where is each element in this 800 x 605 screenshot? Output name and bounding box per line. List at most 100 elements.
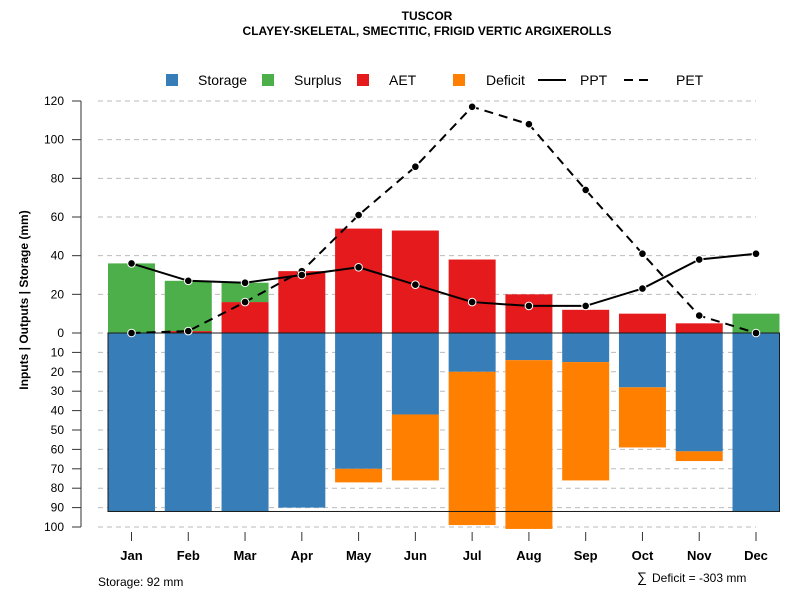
point-pet (183, 326, 193, 336)
bars (107, 228, 780, 529)
y-tick-label: 70 (51, 462, 65, 476)
y-tick-label: 120 (44, 94, 64, 108)
x-tick-label: Dec (744, 548, 768, 563)
x-axis: Jan Feb Mar Apr May Jun Jul Aug Sep Oct Nov Dec (120, 532, 768, 563)
y-tick-label: 40 (51, 249, 65, 263)
y-tick-label: 0 (57, 326, 64, 340)
bar-deficit (675, 451, 723, 462)
point-ppt (354, 262, 363, 272)
x-tick-label: Mar (233, 548, 256, 563)
point-pet (411, 162, 420, 172)
point-pet (240, 297, 250, 307)
bar-aet (505, 294, 553, 333)
bar-surplus (108, 263, 155, 333)
x-tick-label: Aug (516, 548, 541, 563)
legend-label-deficit: Deficit (486, 72, 525, 88)
y-tick-label: 100 (44, 133, 64, 147)
x-tick-label: Jun (404, 548, 427, 563)
bar-aet (618, 313, 666, 333)
y-tick-label: 30 (51, 384, 65, 398)
point-pet (581, 185, 590, 195)
line-ppt (131, 252, 757, 307)
bar-storage (618, 333, 666, 388)
bar-surplus (164, 280, 212, 332)
storage-note: Storage: 92 mm (98, 575, 183, 589)
bar-surplus (732, 313, 780, 333)
legend: Storage Surplus AET Deficit PPT PET (166, 72, 704, 88)
y-tick-label: 60 (51, 442, 65, 456)
bar-storage (448, 333, 496, 372)
x-tick-label: Oct (632, 548, 654, 563)
legend-swatch-surplus (262, 74, 274, 86)
bar-aet (562, 309, 610, 333)
legend-label-storage: Storage (198, 72, 247, 88)
point-ppt (524, 301, 534, 311)
y-axis: 0 20 40 60 80 100 120 10 20 30 40 50 60 70 80 90 100 (44, 94, 82, 534)
bar-aet (335, 228, 383, 333)
x-tick-label: Jan (120, 548, 142, 563)
bar-deficit (448, 371, 496, 526)
legend-label-aet: AET (389, 72, 417, 88)
point-pet (638, 249, 647, 259)
y-tick-label: 80 (51, 481, 65, 495)
bar-storage (335, 333, 383, 469)
bar-storage (164, 333, 212, 512)
bar-aet (675, 323, 723, 333)
line-pet (131, 105, 757, 334)
y-tick-label: 60 (51, 210, 65, 224)
point-ppt (183, 276, 193, 286)
bar-aet (221, 302, 269, 333)
point-pet (354, 210, 363, 220)
bar-storage (108, 333, 155, 512)
deficit-note: Deficit = -303 mm (652, 571, 746, 585)
bar-deficit (391, 414, 439, 481)
bar-storage (278, 333, 326, 508)
chart-subtitle: CLAYEY-SKELETAL, SMECTITIC, FRIGID VERTI… (243, 24, 612, 38)
point-ppt (411, 280, 420, 289)
bar-storage (675, 333, 723, 452)
y-tick-label: 20 (51, 287, 65, 301)
bar-deficit (335, 468, 383, 483)
y-tick-label: 50 (51, 423, 65, 437)
bar-deficit (505, 360, 553, 529)
x-tick-label: Apr (291, 548, 313, 563)
legend-label-ppt: PPT (580, 72, 608, 88)
x-tick-label: Feb (177, 548, 200, 563)
bar-surplus (221, 282, 269, 303)
y-tick-label: 20 (51, 365, 65, 379)
point-pet (694, 311, 704, 320)
x-tick-label: Nov (687, 548, 712, 563)
y-tick-label: 100 (44, 520, 64, 534)
bar-aet (278, 271, 326, 333)
x-tick-label: Sep (574, 548, 598, 563)
series-lines (127, 102, 761, 338)
point-ppt (581, 301, 590, 311)
bar-storage (391, 333, 439, 415)
point-ppt (467, 297, 477, 307)
point-ppt (694, 255, 704, 264)
chart-title: TUSCOR (402, 9, 453, 23)
legend-label-pet: PET (676, 72, 704, 88)
y-tick-label: 90 (51, 501, 65, 515)
point-pet (524, 119, 534, 129)
legend-swatch-aet (357, 74, 369, 86)
y-tick-label: 10 (51, 345, 65, 359)
bar-deficit (618, 387, 666, 448)
legend-label-surplus: Surplus (294, 72, 341, 88)
y-tick-label: 80 (51, 171, 65, 185)
x-tick-label: May (346, 548, 372, 563)
bar-deficit (562, 362, 610, 481)
bar-storage (732, 333, 780, 512)
point-ppt (638, 284, 647, 293)
bar-storage (505, 333, 553, 361)
legend-swatch-deficit (453, 74, 465, 86)
point-ppt (751, 249, 761, 259)
point-pet (127, 328, 136, 338)
x-tick-label: Jul (463, 548, 482, 563)
legend-swatch-storage (166, 74, 178, 86)
point-pet (751, 328, 761, 338)
bar-storage (221, 333, 269, 512)
bar-storage (562, 333, 610, 363)
point-ppt (297, 270, 307, 280)
